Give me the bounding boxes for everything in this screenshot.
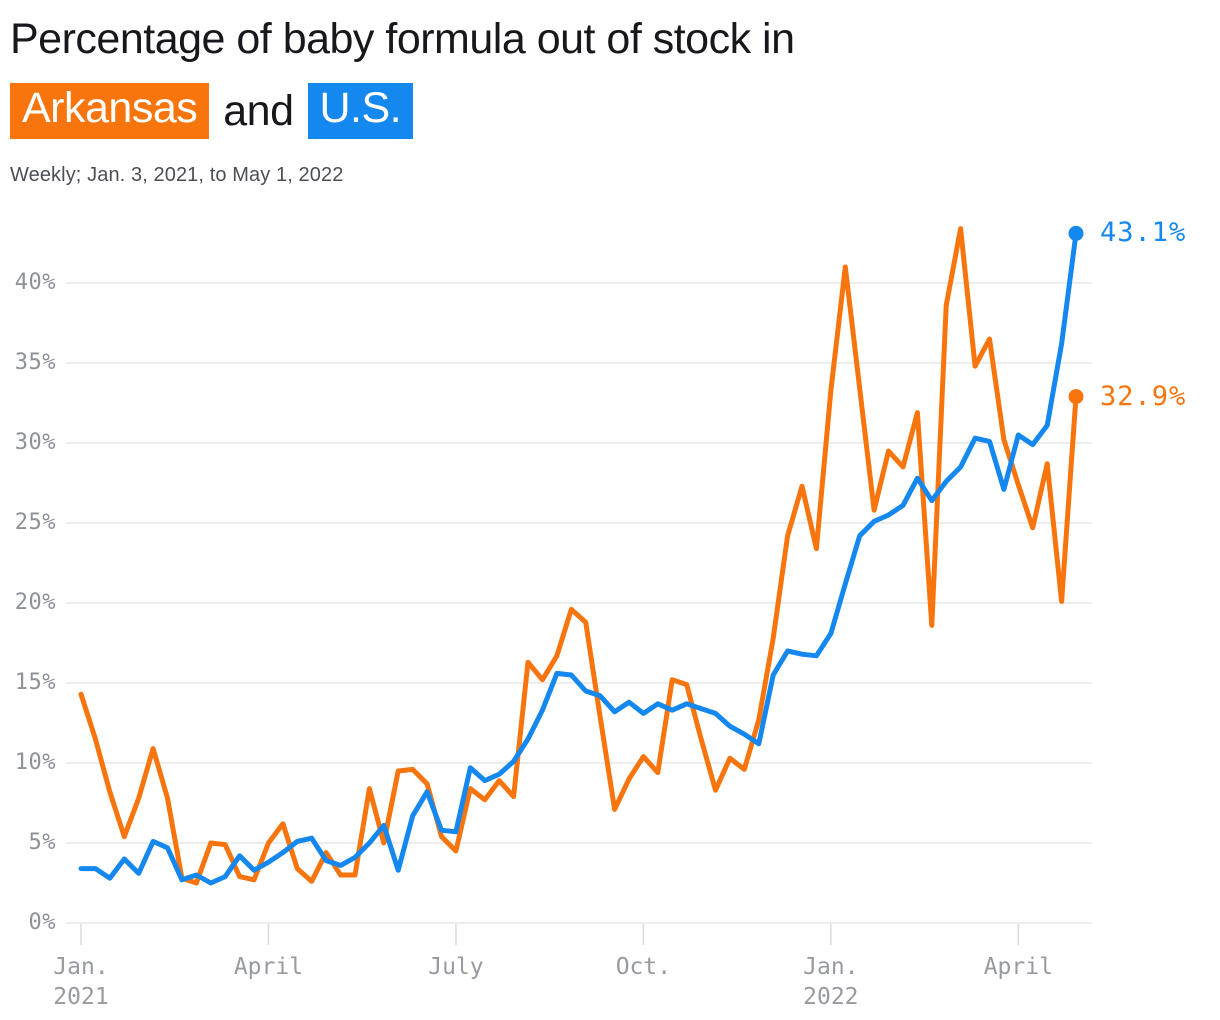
y-axis-label-20%: 20% xyxy=(14,590,56,615)
x-axis-label-April: April xyxy=(233,954,304,980)
end-value-label-Arkansas: 32.9% xyxy=(1100,380,1187,412)
series-line-U.S. xyxy=(78,230,1079,886)
title-connector: and xyxy=(223,86,294,135)
y-axis-label-40%: 40% xyxy=(14,270,56,295)
x-axis-label-April: April xyxy=(983,954,1053,980)
x-axis-label-Oct.: Oct. xyxy=(615,954,672,980)
legend-chip-us: U.S. xyxy=(307,83,414,139)
end-value-label-U.S.: 43.1% xyxy=(1100,217,1187,249)
series-end-dot-Arkansas xyxy=(1068,389,1084,405)
chart-subtitle: Weekly; Jan. 3, 2021, to May 1, 2022 xyxy=(10,164,344,186)
page-title: Percentage of baby formula out of stock … xyxy=(10,15,795,63)
series-end-dot-U.S. xyxy=(1068,225,1084,241)
y-axis-label-10%: 10% xyxy=(14,750,56,775)
x-axis-label-July: July xyxy=(428,954,484,980)
y-axis-label-5%: 5% xyxy=(28,830,56,855)
y-axis-label-0%: 0% xyxy=(28,910,56,935)
y-axis-label-30%: 30% xyxy=(14,430,56,455)
title-legend-row: Arkansas and U.S. xyxy=(10,82,414,140)
series-line-Arkansas xyxy=(78,226,1079,886)
x-axis-label-Jan.2022: Jan. 2022 xyxy=(803,954,859,1010)
y-axis-label-15%: 15% xyxy=(14,670,56,695)
y-axis-label-35%: 35% xyxy=(14,350,56,375)
x-axis-label-Jan.2021: Jan. 2021 xyxy=(53,954,109,1010)
legend-chip-arkansas: Arkansas xyxy=(10,83,210,139)
y-axis-label-25%: 25% xyxy=(14,510,56,535)
